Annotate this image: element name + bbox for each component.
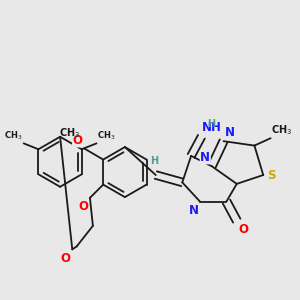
Text: O: O	[61, 252, 71, 265]
Text: S: S	[267, 169, 275, 182]
Text: CH$_3$: CH$_3$	[4, 129, 23, 142]
Text: CH$_3$: CH$_3$	[59, 126, 80, 140]
Text: N: N	[200, 151, 210, 164]
Text: N: N	[224, 126, 234, 139]
Text: NH: NH	[202, 122, 222, 134]
Text: H: H	[150, 156, 158, 166]
Text: O: O	[238, 223, 248, 236]
Text: H: H	[207, 118, 215, 128]
Text: O: O	[79, 200, 88, 213]
Text: CH$_3$: CH$_3$	[272, 124, 293, 137]
Text: N: N	[188, 205, 199, 218]
Text: O: O	[73, 134, 82, 147]
Text: CH$_3$: CH$_3$	[98, 129, 116, 142]
